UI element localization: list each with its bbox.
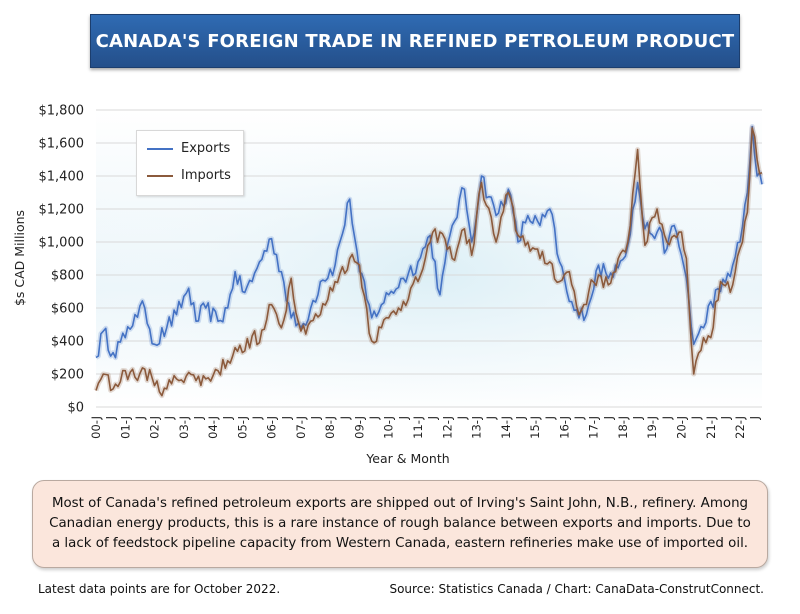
legend-label-exports: Exports xyxy=(181,141,231,156)
x-tick-label: 07-J xyxy=(294,416,308,439)
x-tick-label: 08-J xyxy=(323,416,337,439)
y-axis-label: $s CAD Millions xyxy=(12,210,27,306)
series-line-exports xyxy=(95,125,763,359)
x-tick-label: J xyxy=(279,416,293,420)
x-tick-label: 14-J xyxy=(499,416,513,439)
y-tick-label: $1,200 xyxy=(39,203,85,218)
x-tick-label: J xyxy=(572,416,586,420)
x-tick-label: 04-J xyxy=(206,416,220,439)
x-tick-label: J xyxy=(162,416,176,420)
y-tick-label: $800 xyxy=(51,269,84,284)
footer-latest-data: Latest data points are for October 2022. xyxy=(38,582,281,596)
explanatory-note: Most of Canada's refined petroleum expor… xyxy=(32,480,768,568)
y-tick-label: $400 xyxy=(51,335,84,350)
x-tick-label: 20-J xyxy=(674,416,688,439)
x-tick-label: J xyxy=(367,416,381,420)
x-tick-label: J xyxy=(631,416,645,420)
x-tick-label: J xyxy=(221,416,235,420)
x-tick-label: J xyxy=(601,416,615,420)
legend-swatch-exports xyxy=(147,147,173,150)
x-tick-label: J xyxy=(484,416,498,420)
x-tick-label: 13-J xyxy=(470,416,484,439)
footer-source: Source: Statistics Canada / Chart: CanaD… xyxy=(389,582,764,596)
legend-label-imports: Imports xyxy=(181,168,231,183)
x-tick-label: J xyxy=(426,416,440,420)
y-tick-label: $1,000 xyxy=(39,236,85,251)
series-line-imports xyxy=(95,127,763,397)
x-tick-label: J xyxy=(338,416,352,420)
x-tick-label: 10-J xyxy=(382,416,396,439)
x-tick-label: 11-J xyxy=(411,416,425,439)
x-tick-label: J xyxy=(513,416,527,420)
x-tick-label: J xyxy=(748,416,762,420)
legend-swatch-imports xyxy=(147,174,173,177)
x-tick-label: 03-J xyxy=(177,416,191,439)
x-tick-label: 19-J xyxy=(645,416,659,439)
x-tick-label: 17-J xyxy=(587,416,601,439)
y-tick-label: $600 xyxy=(51,302,84,317)
x-tick-label: J xyxy=(396,416,410,420)
x-tick-label: J xyxy=(455,416,469,420)
legend-item-imports: Imports xyxy=(147,168,231,183)
x-tick-label: 15-J xyxy=(528,416,542,439)
legend: Exports Imports xyxy=(136,130,244,196)
x-tick-label: 16-J xyxy=(557,416,571,439)
x-tick-label: J xyxy=(250,416,264,420)
x-tick-label: J xyxy=(718,416,732,420)
x-tick-label: 06-J xyxy=(265,416,279,439)
legend-item-exports: Exports xyxy=(147,141,230,156)
chart-title: CANADA'S FOREIGN TRADE IN REFINED PETROL… xyxy=(90,14,740,68)
x-tick-label: 22-J xyxy=(733,416,747,439)
x-axis: 00-J J 01-J J 02-J J 03-J J 04-J J 05-J J 06-J J 07-J J… xyxy=(89,416,762,439)
y-tick-label: $200 xyxy=(51,368,84,383)
x-tick-label: 18-J xyxy=(616,416,630,439)
x-axis-label: Year & Month xyxy=(365,451,449,466)
x-tick-label: 02-J xyxy=(148,416,162,439)
x-tick-label: J xyxy=(104,416,118,420)
x-tick-label: 09-J xyxy=(352,416,366,439)
x-tick-label: 21-J xyxy=(704,416,718,439)
y-axis: $0 $200 $400 $600 $800 $1,000 $1,200 $1,400 $1,6… xyxy=(39,104,85,416)
x-tick-label: J xyxy=(191,416,205,420)
y-tick-label: $1,600 xyxy=(39,137,85,152)
x-tick-label: J xyxy=(689,416,703,420)
y-tick-label: $0 xyxy=(67,401,84,416)
y-tick-label: $1,800 xyxy=(39,104,85,119)
note-text: Most of Canada's refined petroleum expor… xyxy=(49,496,751,551)
x-tick-label: 01-J xyxy=(118,416,132,439)
x-tick-label: 05-J xyxy=(235,416,249,439)
x-tick-label: J xyxy=(133,416,147,420)
x-tick-label: J xyxy=(660,416,674,420)
series-layer xyxy=(93,124,765,399)
x-tick-label: J xyxy=(309,416,323,420)
y-tick-label: $1,400 xyxy=(39,170,85,185)
x-tick-label: 00-J xyxy=(89,416,103,439)
x-tick-label: 12-J xyxy=(440,416,454,439)
x-tick-label: J xyxy=(543,416,557,420)
